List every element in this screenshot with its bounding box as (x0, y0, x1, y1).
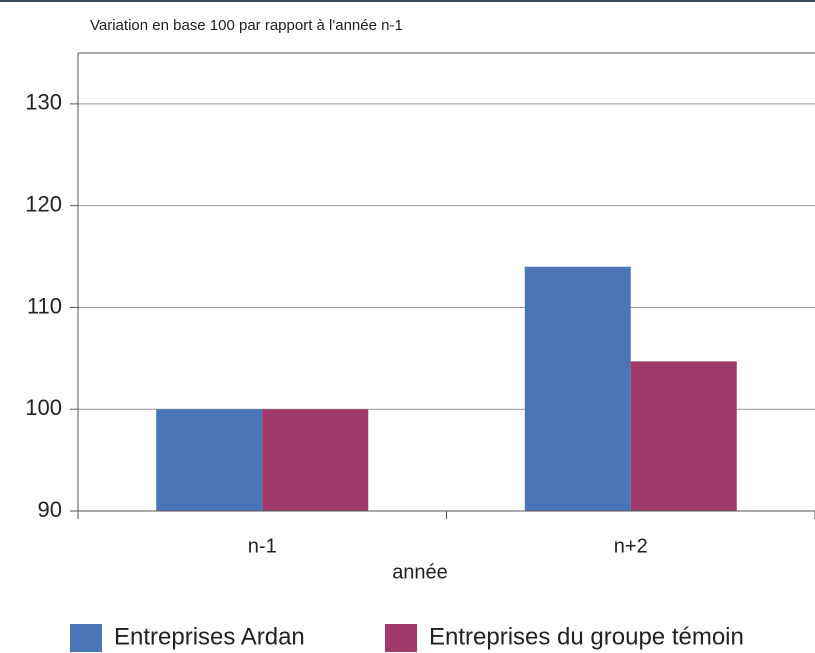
legend-label: Entreprises du groupe témoin (429, 623, 744, 650)
bar (524, 266, 631, 511)
bar (630, 361, 737, 511)
bar (156, 409, 263, 511)
legend-swatch (70, 624, 102, 652)
legend-swatch (385, 624, 417, 652)
y-tick-label: 100 (25, 395, 62, 420)
x-tick-label: n-1 (248, 535, 277, 557)
legend-label: Entreprises Ardan (114, 623, 305, 650)
y-tick-label: 130 (25, 90, 62, 115)
chart-title: Variation en base 100 par rapport à l'an… (90, 17, 403, 34)
bar (262, 409, 369, 511)
x-axis-title: année (392, 561, 448, 583)
x-tick-label: n+2 (614, 535, 648, 557)
y-tick-label: 120 (25, 191, 62, 216)
y-tick-label: 90 (38, 497, 62, 522)
y-tick-label: 110 (27, 293, 62, 318)
